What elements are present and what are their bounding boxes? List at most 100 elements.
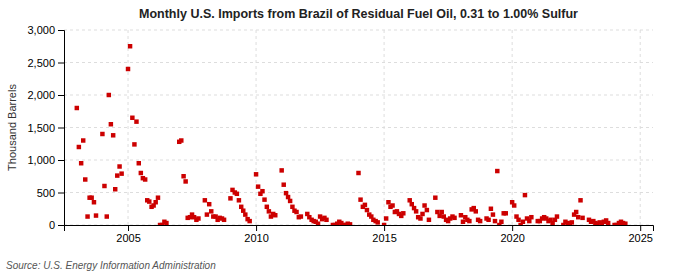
point xyxy=(92,200,96,204)
point xyxy=(147,199,151,203)
point xyxy=(499,220,503,224)
point xyxy=(260,189,264,193)
point xyxy=(85,214,89,218)
point xyxy=(375,220,379,224)
y-tick-label: 0 xyxy=(49,219,55,231)
point xyxy=(130,116,134,120)
point xyxy=(243,212,247,216)
point xyxy=(578,198,582,202)
point xyxy=(209,209,213,213)
point xyxy=(418,216,422,220)
x-tick-label: 2025 xyxy=(628,232,652,244)
y-tick-label: 500 xyxy=(37,187,55,199)
chart-svg: 2005201020152020202505001,0001,5002,0002… xyxy=(0,0,675,275)
x-tick-mark xyxy=(128,225,129,231)
grid-line-y xyxy=(64,62,653,63)
point xyxy=(164,221,168,225)
x-tick: 2005 xyxy=(116,225,140,244)
point xyxy=(179,138,183,142)
x-axis: 2005 2010 2015 2020 2025 xyxy=(65,225,654,244)
point xyxy=(132,142,136,146)
point xyxy=(279,168,283,172)
point xyxy=(94,213,98,217)
y-tick-mark xyxy=(58,63,64,64)
point xyxy=(439,210,443,214)
y-tick: 0 xyxy=(49,219,64,231)
point xyxy=(474,209,478,213)
y-axis-line xyxy=(58,31,65,226)
point xyxy=(516,218,520,222)
point xyxy=(222,218,226,222)
point xyxy=(486,218,490,222)
point xyxy=(81,138,85,142)
grid-line-x xyxy=(128,30,129,225)
point xyxy=(414,209,418,213)
point xyxy=(580,216,584,220)
x-tick-mark xyxy=(640,225,641,231)
y-tick-label: 3,000 xyxy=(27,24,55,36)
point xyxy=(576,215,580,219)
grid-line-y xyxy=(64,95,653,96)
point xyxy=(181,174,185,178)
point xyxy=(401,211,405,215)
point xyxy=(83,177,87,181)
point xyxy=(207,202,211,206)
x-tick-label: 2015 xyxy=(372,232,396,244)
point xyxy=(273,213,277,217)
point xyxy=(128,44,132,48)
x-tick: 2015 xyxy=(372,225,396,244)
y-tick-mark xyxy=(58,128,64,129)
x-tick: 2025 xyxy=(628,225,652,244)
point xyxy=(105,214,109,218)
x-tick-mark xyxy=(384,225,385,231)
point xyxy=(143,177,147,181)
y-axis-title: Thousand Barrels xyxy=(6,84,18,171)
point xyxy=(407,198,411,202)
point xyxy=(109,122,113,126)
point xyxy=(115,173,119,177)
point xyxy=(382,223,386,225)
point xyxy=(262,197,266,201)
point xyxy=(281,182,285,186)
point xyxy=(529,215,533,219)
y-tick-label: 2,000 xyxy=(27,89,55,101)
point xyxy=(117,164,121,168)
x-tick: 2020 xyxy=(500,225,524,244)
x-tick-label: 2010 xyxy=(244,232,268,244)
point xyxy=(153,200,157,204)
point xyxy=(111,133,115,137)
x-tick-label: 2005 xyxy=(116,232,140,244)
grid-line-x xyxy=(512,30,513,225)
point xyxy=(137,161,141,165)
point xyxy=(247,219,251,223)
point xyxy=(348,222,352,225)
point xyxy=(284,191,288,195)
y-tick: 1,500 xyxy=(27,122,64,134)
point xyxy=(435,210,439,214)
point xyxy=(386,200,390,204)
y-axis: 05001,0001,5002,0002,5003,000 xyxy=(27,24,64,231)
point xyxy=(196,216,200,220)
point xyxy=(461,220,465,224)
point xyxy=(491,212,495,216)
point xyxy=(452,216,456,220)
point xyxy=(425,208,429,212)
point xyxy=(237,198,241,202)
grid-line-x xyxy=(256,30,257,225)
points xyxy=(75,44,628,225)
y-tick-mark xyxy=(58,95,64,96)
annotation: Source: U.S. Energy Information Administ… xyxy=(6,260,216,271)
point xyxy=(527,219,531,223)
point xyxy=(478,219,482,223)
point xyxy=(384,216,388,220)
point xyxy=(489,207,493,211)
point xyxy=(203,198,207,202)
point xyxy=(422,203,426,207)
point xyxy=(239,205,243,209)
point xyxy=(107,93,111,97)
y-tick: 2,500 xyxy=(27,57,64,69)
point xyxy=(286,195,290,199)
point xyxy=(134,119,138,123)
point xyxy=(119,171,123,175)
y-tick-mark xyxy=(58,30,64,31)
